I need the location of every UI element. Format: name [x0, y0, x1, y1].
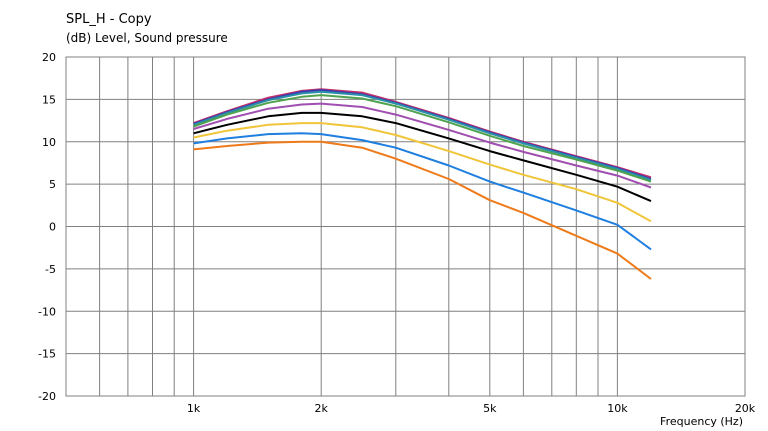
series-line-8 [193, 132, 652, 251]
plot-frame [65, 56, 746, 397]
series-line-9 [193, 140, 652, 280]
x-tick-label: 1k [187, 402, 201, 415]
grid [66, 56, 746, 397]
y-ticks: 20 15 10 5 0 -5 -10 -15 -20 [38, 51, 56, 403]
x-axis-label: Frequency (Hz) [660, 415, 743, 428]
series-line-3 [193, 90, 652, 181]
y-tick-label: 15 [42, 93, 56, 106]
series-line-6 [193, 111, 652, 203]
y-tick-label: -10 [38, 305, 56, 318]
chart-title: SPL_H - Copy [66, 12, 152, 27]
x-tick-label: 10k [607, 402, 628, 415]
y-tick-label: -20 [38, 390, 56, 403]
y-tick-label: 0 [49, 221, 56, 234]
x-tick-label: 5k [483, 402, 497, 415]
y-axis-label: (dB) Level, Sound pressure [66, 31, 228, 45]
series-line-4 [193, 94, 652, 183]
x-tick-label: 2k [315, 402, 329, 415]
series-line-5 [193, 102, 652, 189]
y-tick-label: 20 [42, 51, 56, 64]
series-group [193, 88, 652, 280]
y-tick-label: -5 [45, 263, 56, 276]
y-tick-label: 5 [49, 178, 56, 191]
y-tick-label: -15 [38, 348, 56, 361]
x-ticks: 1k 2k 5k 10k 20k [187, 402, 756, 415]
series-line-7 [193, 122, 652, 223]
x-tick-label: 20k [735, 402, 756, 415]
y-tick-label: 10 [42, 136, 56, 149]
